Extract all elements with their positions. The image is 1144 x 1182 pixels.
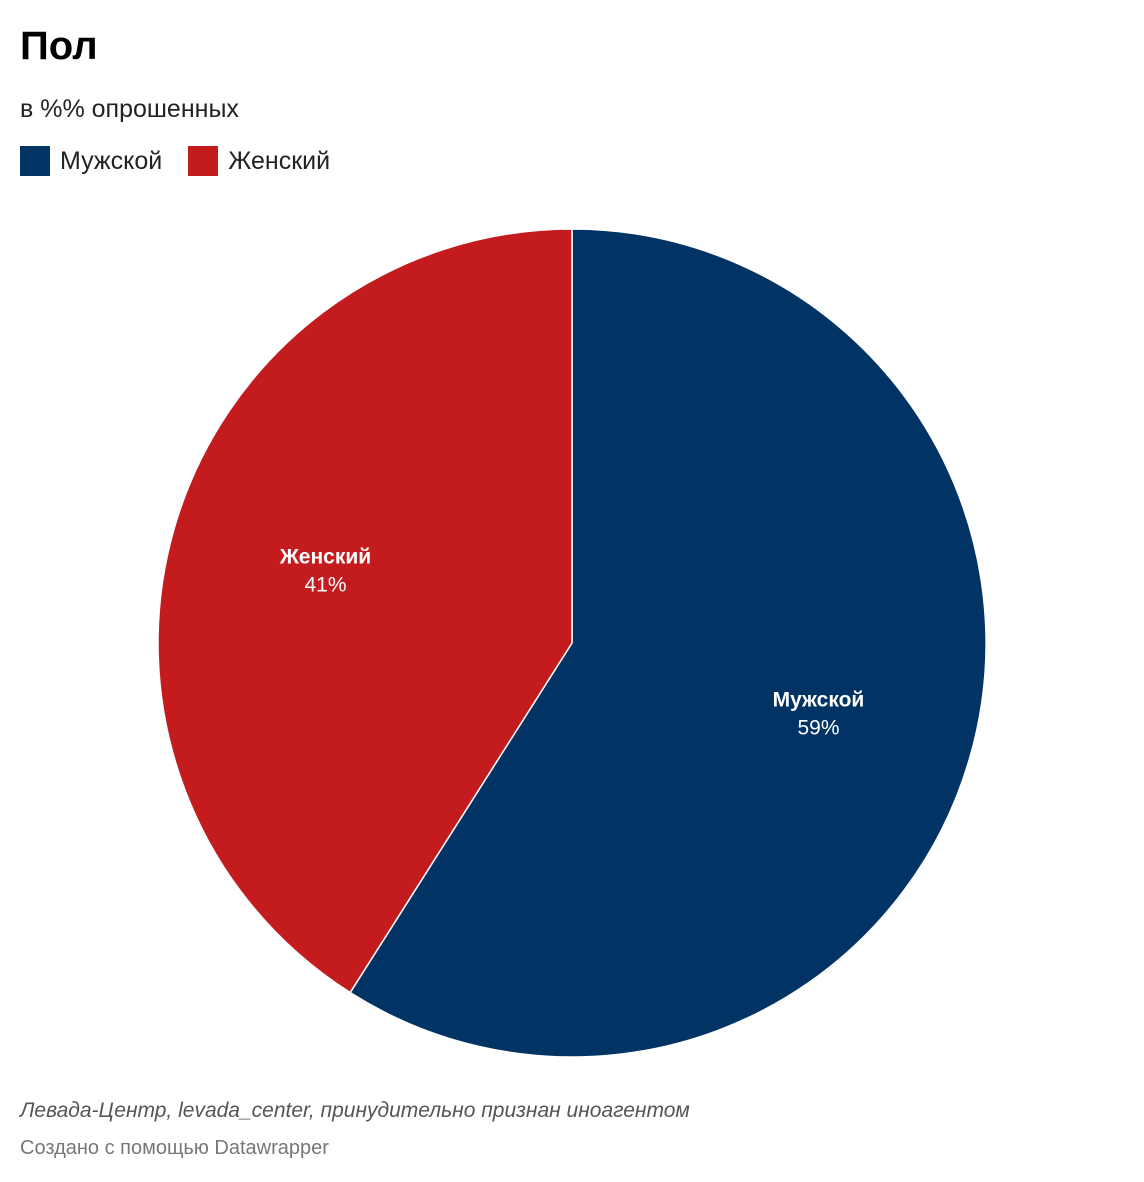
- pie-slice-male: [349, 228, 987, 1058]
- pie-slice-female: [157, 228, 573, 994]
- slice-label-name-female: Женский: [279, 545, 371, 568]
- legend-item-male: Мужской: [20, 145, 162, 177]
- legend-swatch-female: [188, 146, 219, 176]
- source-note: Левада-Центр, levada_center, принудитель…: [20, 1099, 690, 1122]
- chart-title: Пол: [20, 24, 98, 68]
- legend-item-female: Женский: [188, 145, 330, 177]
- legend: Мужской Женский: [20, 145, 356, 177]
- chart-subtitle: в %% опрошенных: [20, 95, 239, 123]
- legend-swatch-male: [20, 146, 50, 176]
- pie-chart: Мужской 59% Женский 41%: [157, 228, 987, 1058]
- credit-note: Создано с помощью Datawrapper: [20, 1137, 329, 1159]
- legend-label-female: Женский: [228, 147, 331, 175]
- slice-label-value-male: 59%: [797, 717, 839, 740]
- slice-label-name-male: Мужской: [773, 689, 865, 712]
- slice-label-value-female: 41%: [304, 573, 346, 596]
- legend-label-male: Мужской: [60, 147, 163, 175]
